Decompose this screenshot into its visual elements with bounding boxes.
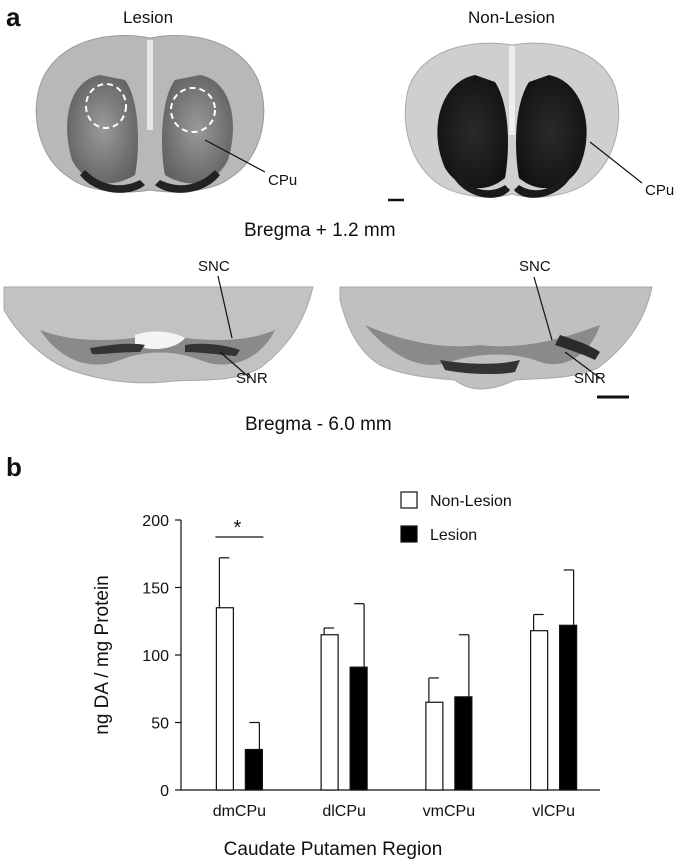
x-axis-title: Caudate Putamen Region (224, 839, 443, 860)
bar-chart: 0 50 100 150 200 dmCPu dlCPu vmCPu vlCPu * Caudate… (92, 491, 600, 860)
bregma-top-label: Bregma + 1.2 mm (244, 220, 396, 241)
y-tick-label: 50 (151, 716, 169, 733)
non-lesion-column-label: Non-Lesion (468, 8, 555, 27)
legend-swatch-non-lesion (400, 491, 418, 509)
y-tick-label: 0 (160, 783, 169, 800)
x-tick-label: vmCPu (423, 803, 475, 820)
bar-non-lesion-dmCPu (215, 607, 234, 791)
lesion-coronal-section (35, 35, 266, 193)
y-axis-title: ng DA / mg Protein (92, 575, 113, 734)
bar-lesion-dlCPu (349, 666, 368, 791)
bregma-bottom-label: Bregma - 6.0 mm (245, 414, 392, 435)
brain-section-images (3, 35, 653, 399)
bar-lesion-vlCPu (559, 624, 578, 791)
lesion-midbrain-section (3, 275, 314, 384)
x-tick-label: vlCPu (532, 803, 575, 820)
snc-label-non-lesion: SNC (519, 258, 551, 275)
cpu-label-lesion: CPu (268, 172, 298, 189)
y-tick-label: 150 (142, 581, 169, 598)
legend-swatch-lesion (400, 525, 418, 543)
bar-non-lesion-vlCPu (530, 630, 549, 791)
legend-label-lesion: Lesion (430, 527, 477, 544)
y-tick-label: 100 (142, 648, 169, 665)
lesion-column-label: Lesion (123, 8, 174, 27)
bar-lesion-dmCPu (244, 748, 263, 791)
snc-label-lesion: SNC (198, 258, 230, 275)
significance-star: * (233, 517, 241, 539)
bar-lesion-vmCPu (454, 696, 473, 791)
non-lesion-coronal-section (388, 42, 643, 202)
y-tick-label: 200 (142, 513, 169, 530)
snr-label-lesion: SNR (236, 370, 268, 387)
snr-label-non-lesion: SNR (574, 370, 606, 387)
x-tick-label: dmCPu (213, 803, 266, 820)
panel-a-letter: a (6, 2, 21, 32)
bar-non-lesion-vmCPu (425, 701, 444, 791)
legend-label-non-lesion: Non-Lesion (430, 493, 512, 510)
panel-b-letter: b (6, 452, 22, 482)
non-lesion-midbrain-section (339, 276, 653, 399)
cpu-label-non-lesion: CPu (645, 182, 675, 199)
bar-non-lesion-dlCPu (320, 634, 339, 791)
x-tick-label: dlCPu (322, 803, 366, 820)
